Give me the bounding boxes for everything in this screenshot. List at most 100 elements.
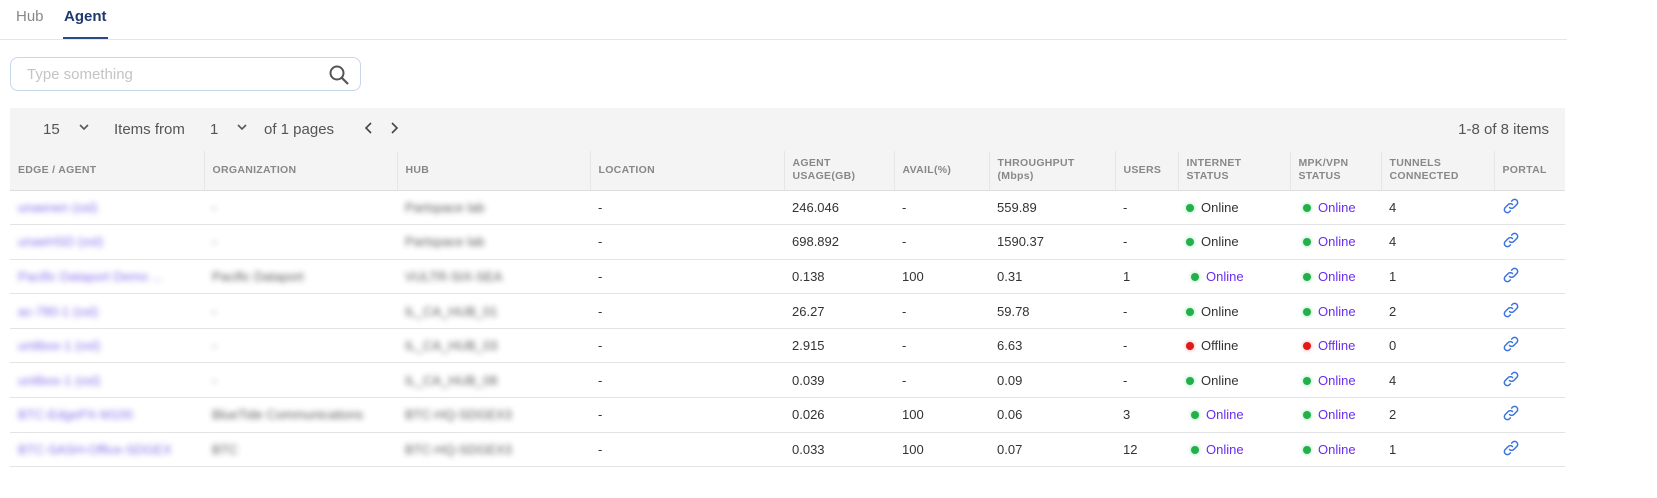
next-page-icon[interactable] bbox=[388, 120, 400, 140]
throughput: 0.06 bbox=[989, 397, 1115, 433]
internet-status: Offline bbox=[1178, 328, 1290, 364]
vpn-status-text[interactable]: Online bbox=[1318, 234, 1356, 250]
users: - bbox=[1115, 293, 1178, 329]
internet-status-text[interactable]: Online bbox=[1206, 268, 1244, 284]
hub-text: Partspace lab bbox=[405, 199, 485, 215]
chevron-down-icon[interactable] bbox=[78, 119, 90, 139]
organization-text: Pacific Dataport bbox=[212, 268, 304, 284]
column-header-agent-usage[interactable]: AGENT USAGE(GB) bbox=[783, 151, 894, 191]
vpn-status: Online bbox=[1290, 362, 1381, 399]
agent-usage-text: 0.033 bbox=[792, 441, 825, 457]
vpn-status-text[interactable]: Offline bbox=[1318, 338, 1356, 354]
table-row: unaeHSD (osl) - Partspace lab - 698.892 - 1590… bbox=[10, 224, 1565, 260]
column-header-portal[interactable]: PORTAL bbox=[1493, 151, 1565, 191]
agent-usage: 26.27 bbox=[784, 293, 894, 329]
agent-usage-text: 26.27 bbox=[792, 303, 825, 319]
status-dot-icon bbox=[1303, 411, 1311, 420]
avail: 100 bbox=[894, 432, 989, 468]
search-icon[interactable] bbox=[328, 64, 350, 91]
vpn-status-text[interactable]: Online bbox=[1318, 372, 1356, 388]
throughput: 1590.37 bbox=[989, 224, 1115, 260]
users: - bbox=[1115, 362, 1178, 399]
agent-usage: 0.033 bbox=[784, 432, 894, 468]
location-text: - bbox=[598, 338, 603, 354]
status-dot-icon bbox=[1191, 445, 1199, 454]
throughput-text: 1590.37 bbox=[997, 234, 1044, 250]
hub-text: IL_CA_HUB_01 bbox=[405, 303, 498, 319]
avail: - bbox=[894, 224, 989, 260]
agent-name-text[interactable]: Pacific Dataport Demo ... bbox=[18, 268, 163, 284]
portal bbox=[1494, 432, 1565, 468]
throughput-text: 559.89 bbox=[997, 199, 1037, 215]
link-icon[interactable] bbox=[1502, 233, 1520, 252]
chevron-down-icon[interactable] bbox=[236, 119, 248, 139]
table-row: BTC-EdgePX-M100 BlueTide Communications BT… bbox=[10, 397, 1565, 433]
internet-status: Online bbox=[1178, 259, 1290, 295]
link-icon[interactable] bbox=[1502, 405, 1520, 425]
column-header-tunnels[interactable]: TUNNELS CONNECTED bbox=[1380, 151, 1494, 191]
hub-text: IL_CA_HUB_03 bbox=[405, 338, 498, 354]
column-header-internet-status[interactable]: INTERNET STATUS bbox=[1177, 151, 1290, 191]
location-text: - bbox=[598, 303, 603, 319]
organization: BlueTide Communications bbox=[204, 397, 397, 433]
status-dot-icon bbox=[1186, 203, 1194, 212]
status-dot-icon bbox=[1303, 203, 1311, 212]
portal bbox=[1494, 293, 1565, 329]
agent-name-text[interactable]: BTC-SASH-Office-SDGEX bbox=[18, 441, 172, 457]
link-icon[interactable] bbox=[1502, 198, 1520, 218]
avail: - bbox=[894, 362, 989, 399]
column-header-edge-agent[interactable]: EDGE / AGENT bbox=[10, 151, 204, 191]
organization-text: BlueTide Communications bbox=[212, 407, 364, 423]
vpn-status-text[interactable]: Online bbox=[1318, 407, 1356, 423]
tunnels: 0 bbox=[1381, 328, 1494, 364]
internet-status-text[interactable]: Online bbox=[1206, 407, 1244, 423]
avail-text: - bbox=[902, 372, 907, 388]
users: 12 bbox=[1115, 432, 1178, 468]
internet-status-text[interactable]: Online bbox=[1206, 441, 1244, 457]
search-input[interactable] bbox=[27, 66, 317, 83]
agent-name: unaenen (osl) bbox=[10, 190, 204, 226]
column-header-users[interactable]: USERS bbox=[1114, 151, 1178, 191]
hub: VULTR-SIX-SEA bbox=[397, 259, 590, 295]
users: 3 bbox=[1115, 397, 1178, 433]
tunnels: 4 bbox=[1381, 362, 1494, 399]
agent-name-text[interactable]: unitbox-1 (osl) bbox=[18, 372, 101, 388]
agent-usage-text: 698.892 bbox=[792, 234, 839, 250]
location: - bbox=[590, 362, 784, 399]
column-header-avail[interactable]: AVAIL(%) bbox=[893, 151, 989, 191]
internet-status: Online bbox=[1178, 224, 1290, 260]
column-header-vpn-status[interactable]: MPK/VPN STATUS bbox=[1289, 151, 1381, 191]
agent-name-text[interactable]: unaeHSD (osl) bbox=[18, 234, 104, 250]
column-header-hub[interactable]: HUB bbox=[396, 151, 590, 191]
page-select[interactable]: 1 bbox=[210, 121, 219, 138]
agent-name-text[interactable]: BTC-EdgePX-M100 bbox=[18, 407, 133, 423]
link-icon[interactable] bbox=[1502, 440, 1520, 460]
tab-hub[interactable]: Hub bbox=[16, 8, 44, 25]
organization: - bbox=[204, 328, 397, 364]
hub-text: VULTR-SIX-SEA bbox=[405, 268, 503, 284]
agent-name-text[interactable]: ac-780-1 (osl) bbox=[18, 303, 99, 319]
tab-agent[interactable]: Agent bbox=[63, 8, 107, 39]
avail: 100 bbox=[894, 259, 989, 295]
link-icon[interactable] bbox=[1502, 267, 1520, 287]
hub: IL_CA_HUB_01 bbox=[397, 293, 590, 329]
agent-table: EDGE / AGENT ORGANIZATION HUB LOCATION AGENT… bbox=[10, 151, 1565, 468]
prev-page-icon[interactable] bbox=[363, 120, 375, 140]
vpn-status-text[interactable]: Online bbox=[1318, 199, 1356, 215]
agent-name-text[interactable]: unaenen (osl) bbox=[18, 199, 98, 215]
link-icon[interactable] bbox=[1502, 302, 1520, 322]
column-header-throughput[interactable]: THROUGHPUT (Mbps) bbox=[988, 151, 1115, 191]
users-text: - bbox=[1123, 199, 1128, 215]
vpn-status-text[interactable]: Online bbox=[1318, 303, 1356, 319]
vpn-status-text[interactable]: Online bbox=[1318, 268, 1356, 284]
organization: BTC bbox=[204, 432, 397, 468]
vpn-status-text[interactable]: Online bbox=[1318, 441, 1356, 457]
users-text: - bbox=[1123, 303, 1128, 319]
page-size-select[interactable]: 15 bbox=[43, 121, 60, 138]
column-header-location[interactable]: LOCATION bbox=[589, 151, 784, 191]
link-icon[interactable] bbox=[1502, 371, 1520, 391]
organization-text: - bbox=[212, 303, 217, 319]
agent-name-text[interactable]: unitbox-1 (osl) bbox=[18, 338, 101, 354]
link-icon[interactable] bbox=[1502, 336, 1520, 356]
column-header-organization[interactable]: ORGANIZATION bbox=[203, 151, 397, 191]
